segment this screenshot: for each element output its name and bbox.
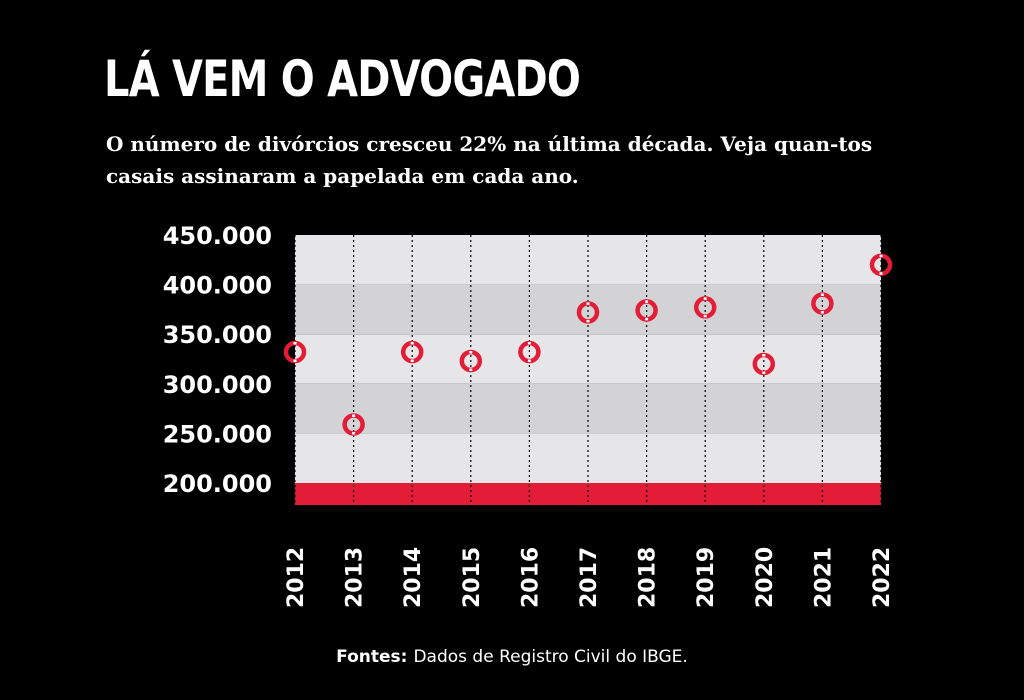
chart-title: LÁ VEM O ADVOGADO <box>104 50 581 108</box>
x-tick-label: 2013 <box>343 547 368 608</box>
x-tick-label: 2018 <box>636 547 661 608</box>
y-tick-label: 450.000 <box>163 222 272 250</box>
x-tick-label: 2021 <box>811 547 836 608</box>
x-tick-label: 2019 <box>694 547 719 608</box>
grid-band <box>295 235 881 285</box>
x-tick-label: 2016 <box>518 547 543 608</box>
y-tick-label: 400.000 <box>163 272 272 300</box>
baseline-bar <box>295 483 881 505</box>
chart-subtitle: O número de divórcios cresceu 22% na últ… <box>106 132 873 188</box>
source-note: Fontes: Dados de Registro Civil do IBGE. <box>0 647 1024 667</box>
x-tick-label: 2017 <box>577 547 602 608</box>
x-tick-label: 2020 <box>753 547 778 608</box>
x-tick-label: 2012 <box>284 547 309 608</box>
y-tick-label: 250.000 <box>163 420 272 448</box>
y-tick-label: 300.000 <box>163 371 272 399</box>
y-tick-label: 200.000 <box>163 470 272 498</box>
y-tick-label: 350.000 <box>163 321 272 349</box>
scatter-chart: 200.000 250.000 300.000 350.000 400.000 450.0… <box>163 222 895 608</box>
x-tick-label: 2022 <box>870 547 895 608</box>
x-tick-label: 2015 <box>460 547 485 608</box>
source-label: Fontes: <box>336 647 408 667</box>
source-text: Dados de Registro Civil do IBGE. <box>413 647 688 667</box>
x-tick-label: 2014 <box>401 547 426 608</box>
